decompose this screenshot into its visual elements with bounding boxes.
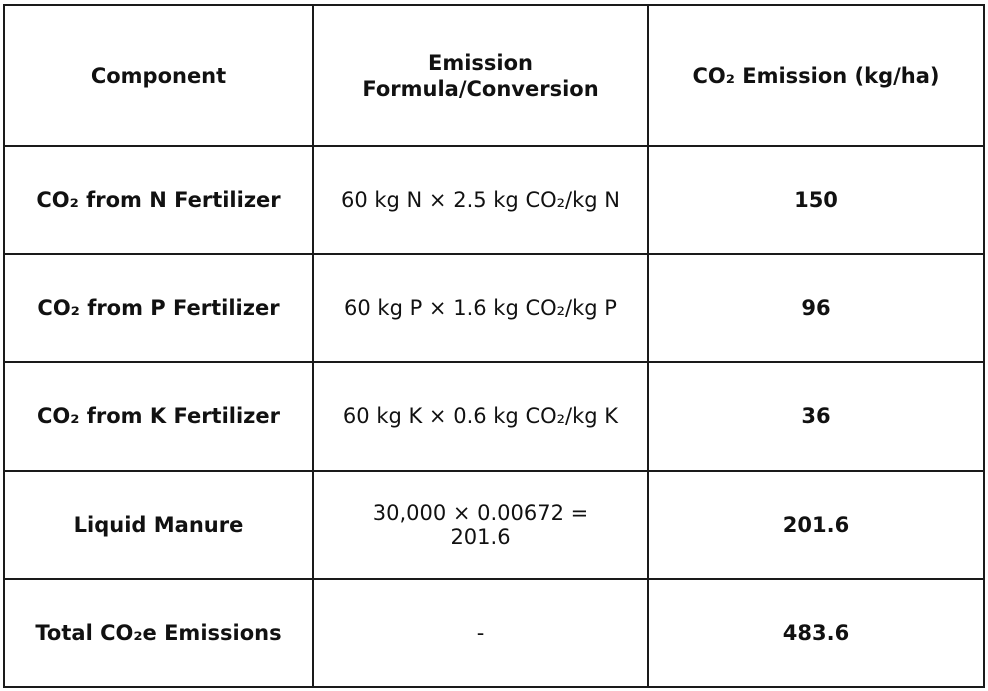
row-formula: 60 kg N × 2.5 kg CO₂/kg N bbox=[312, 144, 649, 256]
row-emission-value: 36 bbox=[647, 361, 985, 472]
row-component: CO₂ from N Fertilizer bbox=[3, 144, 314, 256]
emissions-table: Component Emission Formula/Conversion CO… bbox=[3, 4, 985, 689]
row-formula: 60 kg K × 0.6 kg CO₂/kg K bbox=[312, 361, 649, 472]
header-emission-formula: Emission Formula/Conversion bbox=[312, 4, 649, 147]
total-formula: - bbox=[312, 577, 649, 689]
row-component: CO₂ from K Fertilizer bbox=[3, 361, 314, 472]
emissions-table-container: Component Emission Formula/Conversion CO… bbox=[3, 4, 985, 689]
table-row: Liquid Manure 30,000 × 0.00672 = 201.6 2… bbox=[3, 469, 985, 580]
total-label: Total CO₂e Emissions bbox=[3, 577, 314, 689]
table-header-row: Component Emission Formula/Conversion CO… bbox=[3, 4, 985, 147]
header-co2-emission: CO₂ Emission (kg/ha) bbox=[647, 4, 985, 147]
row-component: Liquid Manure bbox=[3, 469, 314, 580]
header-component: Component bbox=[3, 4, 314, 147]
total-emission-value: 483.6 bbox=[647, 577, 985, 689]
row-emission-value: 201.6 bbox=[647, 469, 985, 580]
table-row-total: Total CO₂e Emissions - 483.6 bbox=[3, 577, 985, 689]
row-component: CO₂ from P Fertilizer bbox=[3, 253, 314, 364]
table-row: CO₂ from N Fertilizer 60 kg N × 2.5 kg C… bbox=[3, 144, 985, 256]
table-row: CO₂ from K Fertilizer 60 kg K × 0.6 kg C… bbox=[3, 361, 985, 472]
table-row: CO₂ from P Fertilizer 60 kg P × 1.6 kg C… bbox=[3, 253, 985, 364]
row-formula: 30,000 × 0.00672 = 201.6 bbox=[312, 469, 649, 580]
row-emission-value: 96 bbox=[647, 253, 985, 364]
row-emission-value: 150 bbox=[647, 144, 985, 256]
row-formula: 60 kg P × 1.6 kg CO₂/kg P bbox=[312, 253, 649, 364]
